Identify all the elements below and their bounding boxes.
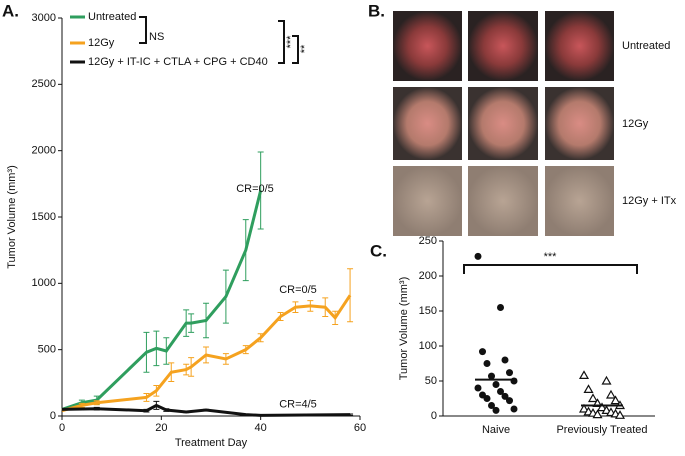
data-point bbox=[578, 403, 590, 413]
series-line bbox=[61, 190, 263, 411]
data-point bbox=[614, 410, 626, 419]
y-axis-label: Tumor Volume (mm³) bbox=[6, 165, 18, 269]
data-point bbox=[601, 405, 612, 414]
data-point bbox=[483, 395, 491, 402]
annotation: CR=0/5 bbox=[279, 284, 317, 296]
data-point bbox=[497, 388, 504, 395]
data-point bbox=[488, 372, 495, 380]
x-tick-label: 20 bbox=[155, 422, 167, 434]
y-tick-label: 150 bbox=[419, 305, 437, 317]
data-point bbox=[510, 405, 518, 413]
photo-grid bbox=[393, 11, 614, 236]
row-label: Untreated bbox=[622, 40, 670, 52]
bracket bbox=[463, 264, 638, 274]
data-point bbox=[492, 381, 500, 388]
panel-label: C. bbox=[370, 241, 387, 260]
x-tick-label: Naive bbox=[482, 424, 510, 436]
data-point bbox=[501, 392, 509, 400]
error-bar bbox=[257, 151, 264, 230]
significance: *** bbox=[285, 35, 297, 49]
y-tick-label: 200 bbox=[419, 270, 437, 282]
x-axis-label: Treatment Day bbox=[175, 437, 248, 449]
data-point bbox=[578, 370, 590, 379]
y-tick-label: 2000 bbox=[32, 145, 56, 157]
y-axis-label: Tumor Volume (mm³) bbox=[398, 277, 410, 381]
significance: NS bbox=[149, 31, 164, 43]
bracket bbox=[278, 20, 285, 64]
panel-label: A. bbox=[2, 1, 19, 20]
legend-label: 12Gy bbox=[88, 37, 115, 49]
data-point bbox=[479, 348, 486, 356]
y-tick-label: 100 bbox=[419, 340, 437, 352]
data-point bbox=[587, 393, 599, 403]
data-point bbox=[501, 356, 509, 364]
bracket bbox=[292, 35, 299, 64]
y-tick-label: 2500 bbox=[32, 78, 56, 90]
data-point bbox=[474, 384, 482, 392]
x-tick-label: 40 bbox=[255, 422, 267, 434]
y-tick-label: 1000 bbox=[32, 277, 56, 289]
data-point bbox=[492, 406, 500, 414]
y-tick-label: 250 bbox=[419, 235, 437, 247]
data-point bbox=[510, 377, 518, 385]
data-point bbox=[583, 384, 594, 393]
x-tick-label: Previously Treated bbox=[556, 424, 647, 436]
data-point bbox=[474, 252, 482, 260]
data-point bbox=[601, 375, 612, 385]
panel-label: B. bbox=[368, 1, 385, 20]
data-point bbox=[610, 395, 621, 405]
y-tick-label: 3000 bbox=[32, 12, 56, 24]
significance: *** bbox=[544, 251, 558, 263]
data-point bbox=[483, 360, 491, 367]
data-point bbox=[592, 409, 603, 419]
x-tick-label: 60 bbox=[354, 422, 366, 434]
data-point bbox=[497, 304, 504, 311]
legend-label: Untreated bbox=[88, 11, 136, 23]
series-line bbox=[61, 294, 352, 413]
significance: ** bbox=[299, 44, 311, 53]
legend-label: 12Gy + IT-IC + CTLA + CPG + CD40 bbox=[88, 56, 268, 68]
annotation: CR=0/5 bbox=[236, 183, 274, 195]
data-point bbox=[596, 402, 608, 412]
y-tick-label: 1500 bbox=[32, 211, 56, 223]
data-point bbox=[506, 369, 513, 377]
bracket bbox=[139, 16, 147, 44]
row-label: 12Gy + ITx bbox=[622, 195, 677, 207]
annotation: CR=4/5 bbox=[279, 399, 317, 411]
data-point bbox=[506, 397, 513, 405]
x-tick-label: 0 bbox=[59, 422, 65, 434]
y-tick-label: 50 bbox=[425, 375, 437, 387]
y-tick-label: 500 bbox=[38, 344, 56, 356]
error-bar bbox=[347, 268, 354, 323]
y-tick-label: 0 bbox=[431, 410, 437, 422]
data-point bbox=[605, 389, 617, 399]
y-tick-label: 0 bbox=[50, 410, 56, 422]
series-line bbox=[61, 403, 351, 417]
row-label: 12Gy bbox=[622, 118, 649, 130]
data-point bbox=[488, 402, 495, 409]
